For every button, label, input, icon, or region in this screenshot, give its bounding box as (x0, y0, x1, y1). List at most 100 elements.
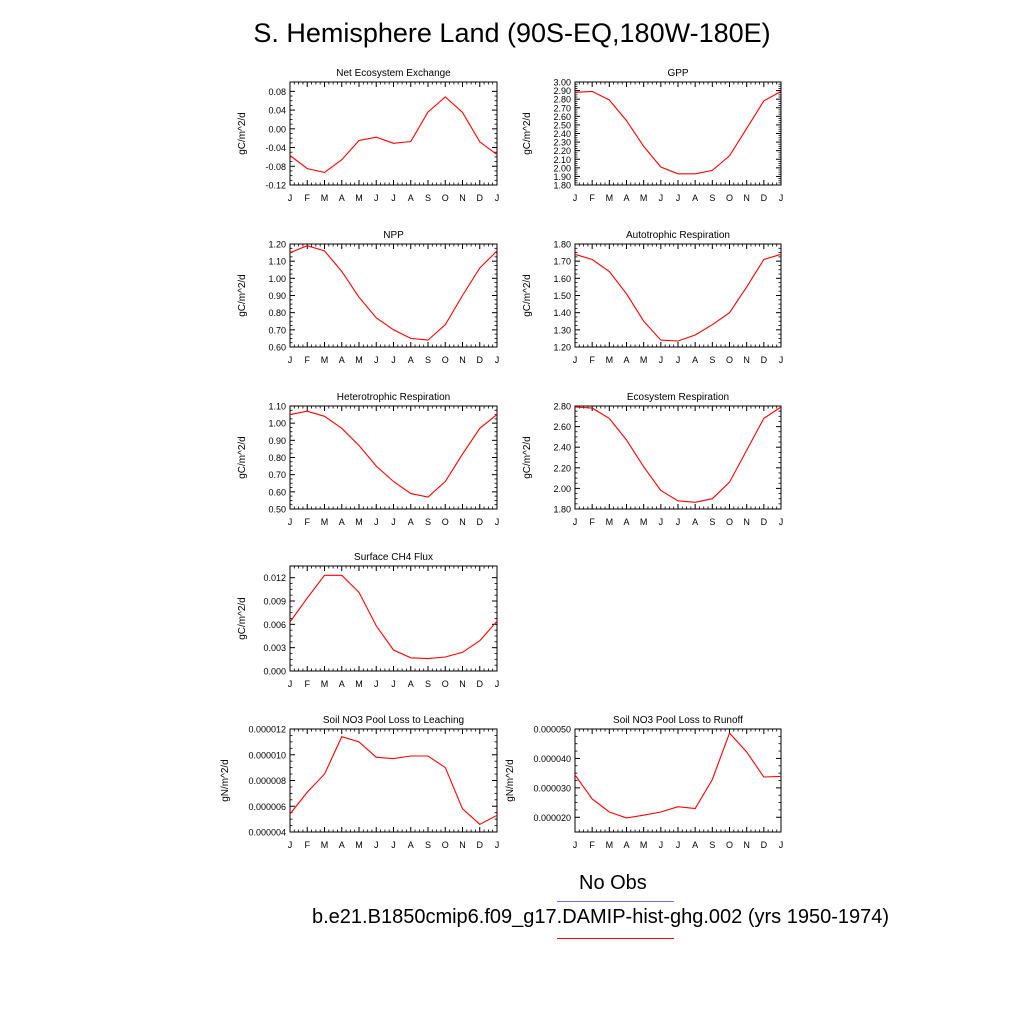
x-tick-label: F (589, 355, 595, 365)
x-tick-label: N (743, 517, 750, 527)
x-tick-label: J (288, 517, 293, 527)
x-tick-label: M (640, 193, 648, 203)
y-tick-label: 2.40 (553, 443, 571, 453)
y-tick-label: 1.40 (553, 308, 571, 318)
y-tick-label: 0.000004 (248, 828, 286, 838)
x-tick-label: F (305, 840, 311, 850)
x-tick-label: M (606, 517, 614, 527)
x-tick-label: A (692, 193, 698, 203)
y-tick-label: 1.00 (268, 274, 286, 284)
y-tick-label: 0.000050 (533, 725, 571, 735)
x-tick-label: O (726, 517, 733, 527)
series-line (574, 253, 782, 342)
series-line (289, 245, 498, 341)
y-tick-label: 1.80 (553, 181, 571, 191)
x-tick-label: A (408, 193, 414, 203)
x-tick-label: A (692, 840, 698, 850)
x-tick-label: M (606, 193, 614, 203)
x-tick-label: D (477, 193, 484, 203)
x-tick-label: D (761, 193, 768, 203)
x-tick-label: J (288, 193, 293, 203)
x-tick-label: D (477, 840, 484, 850)
x-tick-label: J (573, 840, 578, 850)
x-tick-label: J (391, 193, 396, 203)
y-tick-label: 0.000008 (248, 776, 286, 786)
x-tick-label: S (425, 517, 431, 527)
x-tick-label: J (288, 840, 293, 850)
x-tick-label: M (640, 517, 648, 527)
y-tick-label: 0.50 (268, 505, 286, 515)
x-tick-label: A (623, 193, 629, 203)
plot-frame (289, 243, 498, 348)
x-tick-label: J (676, 355, 681, 365)
y-axis-label: gN/m^2/d (505, 759, 516, 802)
x-tick-label: J (676, 840, 681, 850)
series-line (574, 406, 782, 503)
x-tick-label: D (761, 840, 768, 850)
y-tick-label: 0.000 (263, 667, 286, 677)
x-tick-label: J (374, 679, 379, 689)
x-tick-label: J (288, 355, 293, 365)
x-tick-label: M (606, 355, 614, 365)
series-line (289, 96, 498, 173)
x-tick-label: J (288, 679, 293, 689)
y-tick-label: 2.80 (553, 402, 571, 412)
x-tick-label: M (355, 679, 363, 689)
x-tick-label: A (692, 355, 698, 365)
x-tick-label: A (408, 679, 414, 689)
x-tick-label: J (573, 193, 578, 203)
x-tick-label: F (589, 517, 595, 527)
chart-title: NPP (383, 230, 404, 241)
x-tick-label: S (425, 193, 431, 203)
plot-frame (289, 565, 498, 672)
x-tick-label: M (355, 355, 363, 365)
x-tick-label: J (495, 193, 500, 203)
y-tick-label: 0.04 (268, 106, 286, 116)
y-tick-label: 2.30 (553, 138, 571, 148)
x-tick-label: J (374, 355, 379, 365)
plot-frame (574, 81, 782, 186)
x-tick-label: O (442, 679, 449, 689)
x-tick-label: F (305, 193, 311, 203)
x-tick-label: O (442, 840, 449, 850)
x-tick-label: M (321, 679, 329, 689)
x-tick-label: J (779, 193, 784, 203)
chart-title: Net Ecosystem Exchange (336, 68, 451, 79)
x-tick-label: J (676, 517, 681, 527)
x-tick-label: F (305, 517, 311, 527)
legend-no-obs: No Obs (579, 872, 647, 894)
x-tick-label: O (726, 193, 733, 203)
y-tick-label: 1.90 (553, 172, 571, 182)
x-tick-label: M (321, 355, 329, 365)
x-tick-label: N (459, 517, 466, 527)
x-tick-label: J (779, 355, 784, 365)
x-tick-label: O (442, 517, 449, 527)
x-tick-label: J (495, 840, 500, 850)
x-tick-label: F (305, 355, 311, 365)
x-tick-label: J (659, 840, 664, 850)
x-tick-label: J (391, 679, 396, 689)
x-tick-label: M (640, 355, 648, 365)
y-tick-label: 0.000010 (248, 750, 286, 760)
y-tick-label: 0.006 (263, 620, 286, 630)
y-tick-label: 2.20 (553, 146, 571, 156)
x-tick-label: J (573, 355, 578, 365)
series-line (574, 90, 782, 175)
series-line (289, 736, 498, 825)
chart-title: GPP (667, 68, 688, 79)
x-tick-label: J (676, 193, 681, 203)
main-title: S. Hemisphere Land (90S-EQ,180W-180E) (253, 18, 771, 48)
y-tick-label: 1.20 (553, 343, 571, 353)
x-tick-label: J (573, 517, 578, 527)
x-tick-label: S (709, 193, 715, 203)
y-tick-label: -0.04 (265, 143, 286, 153)
x-tick-label: A (408, 355, 414, 365)
x-tick-label: S (709, 840, 715, 850)
y-tick-label: 2.50 (553, 120, 571, 130)
